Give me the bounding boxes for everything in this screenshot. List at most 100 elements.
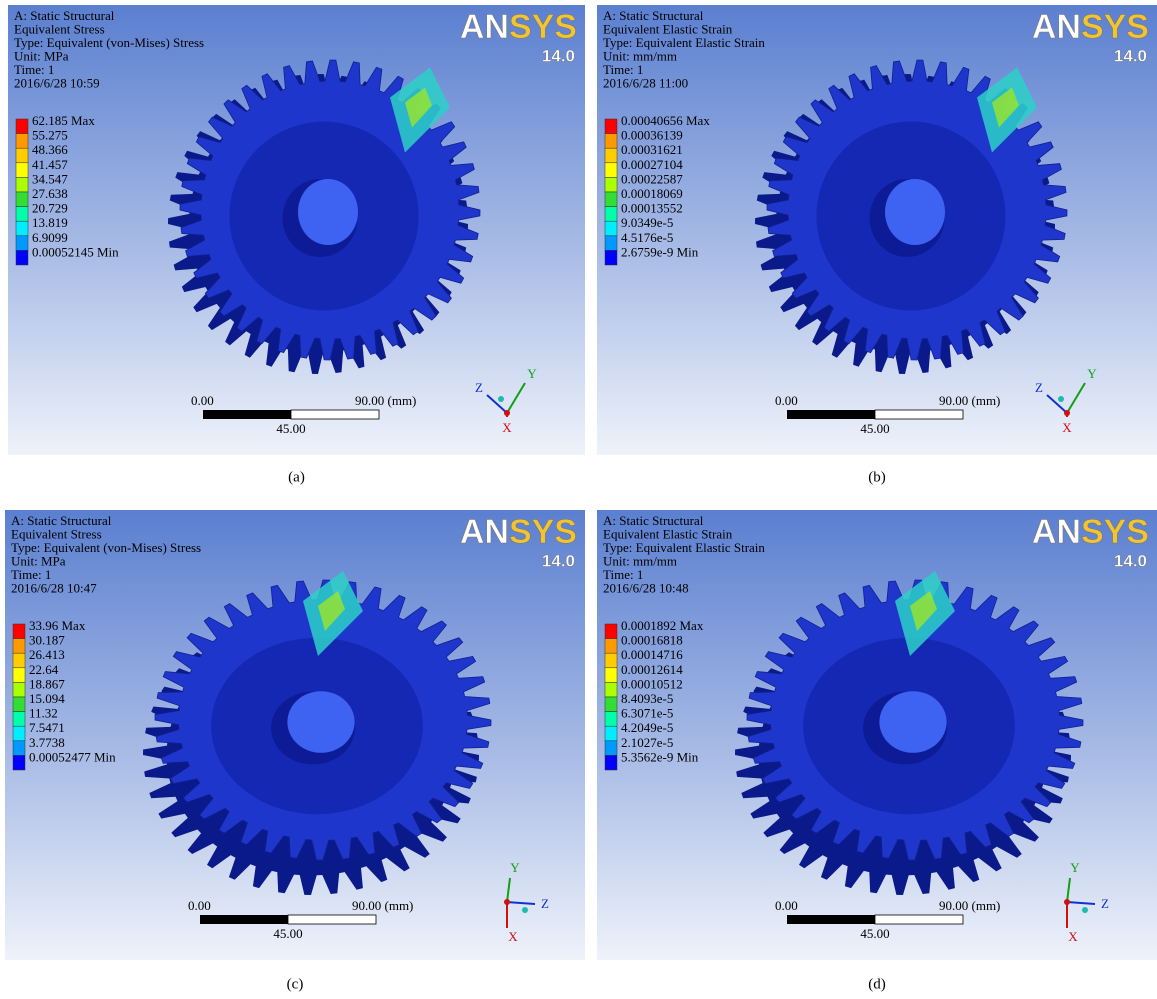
- legend-swatch: [605, 192, 617, 207]
- legend-swatch: [605, 755, 617, 770]
- legend-swatch: [605, 177, 617, 192]
- legend-swatch: [605, 134, 617, 149]
- legend-label: 62.185 Max: [32, 113, 95, 128]
- legend-swatch: [13, 639, 25, 654]
- triad-label: X: [508, 929, 518, 944]
- logo-part: SYS: [1081, 513, 1149, 551]
- legend-swatch: [16, 177, 28, 192]
- gear-bore-inner: [885, 179, 945, 245]
- legend-label: 0.00052477 Min: [29, 749, 116, 764]
- legend-swatch: [13, 668, 25, 683]
- scale-bar-light: [288, 915, 376, 924]
- legend-swatch: [605, 639, 617, 654]
- scale-bar-dark: [787, 410, 875, 419]
- logo-part: AN: [1032, 8, 1081, 46]
- legend-label: 22.64: [29, 662, 59, 677]
- scale-mid: 45.00: [860, 926, 889, 941]
- legend-swatch: [13, 697, 25, 712]
- scale-start: 0.00: [188, 898, 211, 913]
- legend-label: 27.638: [32, 186, 68, 201]
- legend-label: 0.00027104: [621, 157, 683, 172]
- triad-marker: [1082, 907, 1088, 913]
- triad-label: Z: [541, 896, 549, 911]
- legend-label: 13.819: [32, 215, 68, 230]
- legend-swatch: [16, 207, 28, 222]
- legend-label: 0.00016818: [621, 633, 683, 648]
- legend-swatch: [16, 250, 28, 265]
- legend-label: 4.5176e-5: [621, 230, 673, 245]
- legend-swatch: [13, 741, 25, 756]
- legend-swatch: [16, 221, 28, 236]
- legend-label: 0.0001892 Max: [621, 618, 704, 633]
- gear-bore-inner: [298, 179, 358, 245]
- legend-label: 0.00040656 Max: [621, 113, 710, 128]
- version: 14.0: [1114, 46, 1147, 65]
- legend-swatch: [605, 221, 617, 236]
- legend-swatch: [13, 653, 25, 668]
- caption: (b): [868, 469, 886, 485]
- logo-part: AN: [1032, 513, 1081, 551]
- legend-swatch: [13, 624, 25, 639]
- scale-end: 90.00 (mm): [939, 898, 1000, 913]
- scale-bar-dark: [787, 915, 875, 924]
- legend-swatch: [16, 163, 28, 178]
- logo-part: AN: [460, 8, 509, 46]
- triad-label: X: [1062, 420, 1072, 435]
- scale-bar-dark: [203, 410, 291, 419]
- triad-label: X: [502, 420, 512, 435]
- legend-swatch: [605, 668, 617, 683]
- version: 14.0: [1114, 551, 1147, 570]
- version: 14.0: [542, 46, 575, 65]
- triad-label: Y: [527, 366, 537, 381]
- scale-end: 90.00 (mm): [355, 393, 416, 408]
- triad-origin: [1064, 410, 1070, 416]
- scale-end: 90.00 (mm): [939, 393, 1000, 408]
- legend-label: 18.867: [29, 676, 65, 691]
- triad-marker: [1058, 396, 1064, 402]
- legend-label: 7.5471: [29, 720, 65, 735]
- legend-swatch: [605, 119, 617, 134]
- scale-bar-light: [291, 410, 379, 419]
- legend-label: 0.00013552: [621, 201, 683, 216]
- legend-swatch: [13, 712, 25, 727]
- scale-start: 0.00: [775, 898, 798, 913]
- legend-label: 30.187: [29, 633, 65, 648]
- triad-label: Z: [1035, 380, 1043, 395]
- legend-label: 5.3562e-9 Min: [621, 749, 699, 764]
- legend-swatch: [13, 682, 25, 697]
- legend-swatch: [16, 192, 28, 207]
- legend-label: 0.00010512: [621, 676, 683, 691]
- legend-label: 3.7738: [29, 735, 65, 750]
- caption: (c): [287, 976, 304, 992]
- gear-bore-inner: [287, 691, 354, 753]
- legend-label: 55.275: [32, 128, 68, 143]
- legend-swatch: [605, 163, 617, 178]
- header-line: 2016/6/28 10:48: [603, 580, 689, 595]
- legend-label: 0.00014716: [621, 647, 683, 662]
- triad-label: Y: [1070, 860, 1080, 875]
- legend-swatch: [605, 207, 617, 222]
- triad-marker: [498, 396, 504, 402]
- legend-label: 6.3071e-5: [621, 706, 673, 721]
- logo-part: SYS: [509, 8, 577, 46]
- legend-swatch: [605, 250, 617, 265]
- legend-label: 15.094: [29, 691, 65, 706]
- triad-label: Z: [1101, 896, 1109, 911]
- scale-mid: 45.00: [860, 421, 889, 436]
- logo: ANSYS: [1032, 8, 1149, 46]
- legend-label: 33.96 Max: [29, 618, 86, 633]
- gear-bore-inner: [879, 691, 946, 753]
- logo-part: AN: [460, 513, 509, 551]
- legend-label: 34.547: [32, 171, 68, 186]
- figure: A: Static StructuralEquivalent StressTyp…: [0, 0, 1157, 999]
- legend-swatch: [605, 712, 617, 727]
- logo: ANSYS: [460, 513, 577, 551]
- legend-label: 0.00052145 Min: [32, 244, 119, 259]
- legend-label: 0.00031621: [621, 142, 683, 157]
- scale-start: 0.00: [191, 393, 214, 408]
- caption: (d): [868, 976, 886, 992]
- legend-label: 48.366: [32, 142, 68, 157]
- legend-label: 8.4093e-5: [621, 691, 673, 706]
- legend-swatch: [16, 134, 28, 149]
